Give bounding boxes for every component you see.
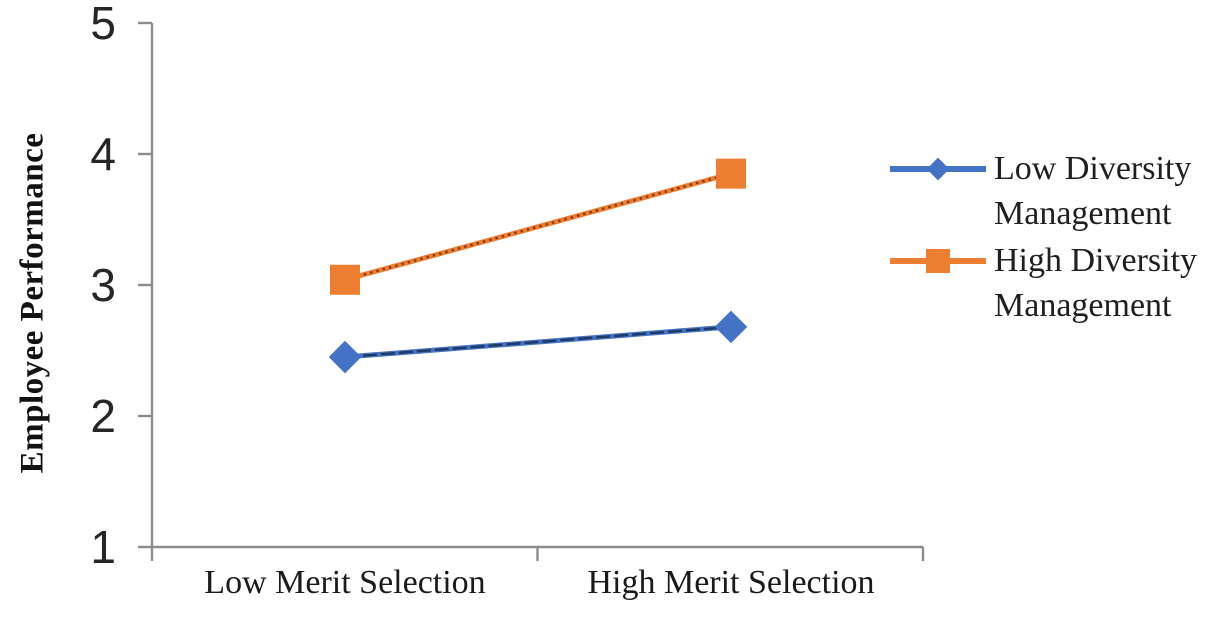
y-tick-label: 4	[90, 128, 116, 180]
legend-item-low-diversity: Low Diversity Management	[888, 146, 1224, 236]
series-trendline-0	[344, 325, 732, 359]
legend: Low Diversity Management High Diversity …	[888, 146, 1224, 330]
legend-marker-diamond-icon	[890, 157, 986, 181]
legend-diamond-marker	[926, 157, 950, 181]
y-tick-label: 2	[90, 390, 116, 442]
y-tick-label: 3	[90, 259, 116, 311]
data-point-square	[330, 264, 360, 295]
legend-label-high-diversity: High Diversity Management	[994, 242, 1198, 324]
y-tick-label: 1	[90, 521, 116, 573]
data-point-diamond	[328, 340, 362, 374]
x-category-label: Low Merit Selection	[204, 564, 486, 601]
data-point-square	[716, 158, 746, 189]
y-tick-label: 5	[90, 0, 116, 49]
legend-marker-square-icon	[890, 249, 986, 273]
x-category-label: High Merit Selection	[587, 564, 875, 601]
data-point-diamond	[714, 310, 748, 344]
series-trendline-1	[344, 172, 732, 281]
legend-label-low-diversity: Low Diversity Management	[994, 150, 1192, 232]
legend-square-marker	[926, 249, 950, 273]
legend-item-high-diversity: High Diversity Management	[888, 238, 1224, 328]
